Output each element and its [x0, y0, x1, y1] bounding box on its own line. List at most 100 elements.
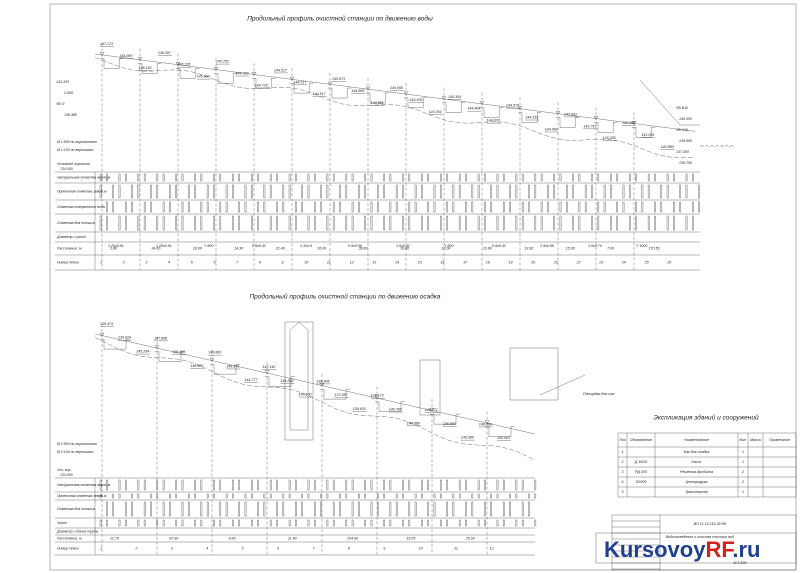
table-cell: 2 [741, 470, 744, 474]
value-bar [206, 493, 209, 499]
value-bar [251, 215, 253, 231]
table-cell: Ф2009 [636, 480, 647, 484]
value-bar [503, 201, 505, 213]
building [419, 359, 441, 416]
value-bar [572, 173, 574, 182]
value-bar [194, 184, 196, 199]
value-bar [232, 173, 234, 182]
value-bar [238, 519, 240, 527]
value-bar [320, 493, 322, 499]
value-bar [446, 519, 448, 527]
value-bar [458, 215, 461, 231]
table-cell: 1 [742, 460, 744, 464]
value-bar [534, 173, 537, 182]
value-bar [597, 201, 600, 213]
value-bar [131, 493, 133, 499]
value-bar [395, 501, 398, 517]
elevation: 139.474 [100, 322, 113, 326]
value-bar [238, 215, 240, 231]
value-bar [257, 479, 259, 491]
value-bar [458, 519, 461, 527]
value-bar [458, 493, 461, 499]
table-cell: Д 16/20 [634, 460, 648, 464]
value-bar [181, 501, 184, 517]
value-bar [332, 201, 335, 213]
length: 13.90 [524, 246, 533, 250]
elevation: 144.804 [467, 107, 480, 111]
value-bar [143, 201, 146, 213]
structure [480, 107, 504, 118]
value-bar [269, 519, 272, 527]
row-label: Проектная отметка земли,м [57, 189, 107, 193]
value-bar [288, 173, 291, 182]
row-label: Уклон [57, 521, 67, 525]
elevation: 144.580 [407, 421, 420, 425]
row-label: Проектная отметка земли,м [57, 494, 107, 498]
elevation: 144.460 [545, 127, 558, 131]
value-bar [295, 173, 297, 182]
point-number: 14 [395, 260, 399, 264]
value-bar [503, 215, 505, 231]
right-mark: 140.000 [679, 117, 692, 121]
riprap [719, 144, 725, 148]
marker [251, 72, 257, 76]
value-bar [402, 493, 404, 499]
point-number: 22 [576, 260, 581, 264]
value-bar [629, 184, 631, 199]
value-bar [509, 184, 511, 199]
value-bar [685, 215, 688, 231]
value-bar [446, 201, 448, 213]
value-bar [509, 493, 511, 499]
frame [49, 3, 797, 571]
elevation: 144.777 [244, 378, 258, 382]
value-bar [232, 184, 234, 199]
value-bar [99, 173, 102, 182]
scale-v: М 1:100 по вертикали [57, 148, 94, 152]
value-bar [162, 519, 165, 527]
row-label: Натуральная отметка земли,м [57, 175, 111, 179]
diameter: 0.9x0.96 [348, 244, 362, 248]
length: 12.00 [441, 246, 450, 250]
value-bar [106, 519, 108, 527]
value-bar [295, 215, 297, 231]
value-bar [206, 184, 209, 199]
left-mark: 143.103 [56, 80, 69, 84]
value-bar [162, 201, 165, 213]
table-header: Наименование [684, 438, 709, 442]
structure [366, 92, 390, 104]
structure [632, 127, 656, 138]
elevation: 144.861 [371, 101, 384, 105]
elevation: 145.304 [448, 95, 461, 99]
value-bar [194, 479, 196, 491]
value-bar [332, 215, 335, 231]
structure [320, 388, 350, 400]
value-bar [137, 215, 140, 231]
table-header: Примечание [769, 438, 790, 442]
value-bar [427, 201, 429, 213]
structure [430, 413, 460, 425]
value-bar [251, 173, 253, 182]
value-bar [269, 173, 272, 182]
marker [631, 121, 637, 125]
value-bar [364, 184, 366, 199]
value-bar [351, 173, 354, 182]
row-label: Отметка поверхности воды [57, 205, 106, 209]
value-bar [213, 215, 215, 231]
marker [264, 370, 270, 374]
table-header: Кол. [739, 438, 746, 442]
value-bar [540, 215, 543, 231]
value-bar [477, 519, 480, 527]
value-bar [326, 493, 329, 499]
value-bar [200, 173, 203, 182]
value-bar [370, 479, 373, 491]
value-bar [175, 519, 177, 527]
value-bar [402, 479, 404, 491]
value-bar [358, 493, 360, 499]
value-bar [465, 501, 467, 517]
value-bar [433, 501, 436, 517]
value-bar [647, 184, 650, 199]
row-label: Натуральная отметка земли,м [57, 483, 111, 487]
value-bar [370, 519, 373, 527]
length: 28.80 [358, 246, 368, 250]
value-bar [641, 201, 644, 213]
